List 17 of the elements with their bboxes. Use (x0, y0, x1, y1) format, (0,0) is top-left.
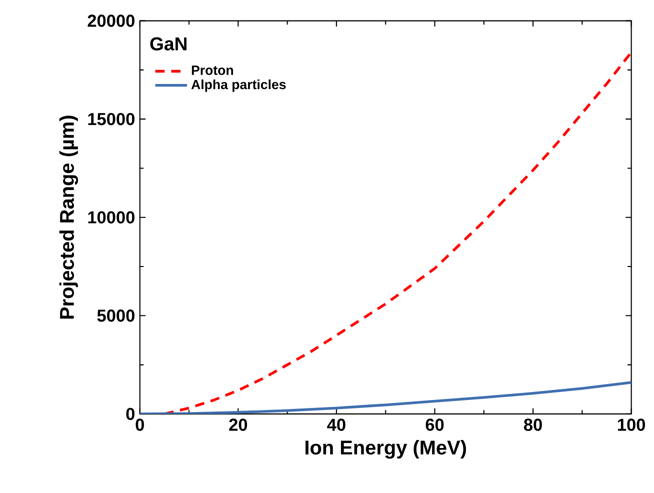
x-tick-label: 20 (229, 418, 248, 431)
x-tick-label: 60 (426, 418, 444, 431)
x-tick-label: 80 (524, 418, 542, 431)
y-tick-label: 20000 (88, 14, 134, 27)
y-tick-label: 5000 (97, 309, 134, 322)
y-tick-label: 0 (126, 408, 134, 420)
x-tick-label: 40 (327, 418, 346, 431)
y-axis-title: Projected Range (µm) (59, 116, 78, 319)
x-tick-label: 100 (618, 418, 646, 431)
x-axis-title: Ion Energy (MeV) (306, 440, 466, 459)
legend-label: Proton (192, 66, 234, 75)
line-series (140, 381, 632, 414)
y-tick-label: 15000 (88, 112, 134, 126)
x-tick-label: 0 (136, 418, 144, 431)
legend-title: GaN (150, 37, 186, 50)
legend-label: Alpha particles (191, 79, 286, 92)
y-tick-label: 10000 (88, 211, 134, 224)
